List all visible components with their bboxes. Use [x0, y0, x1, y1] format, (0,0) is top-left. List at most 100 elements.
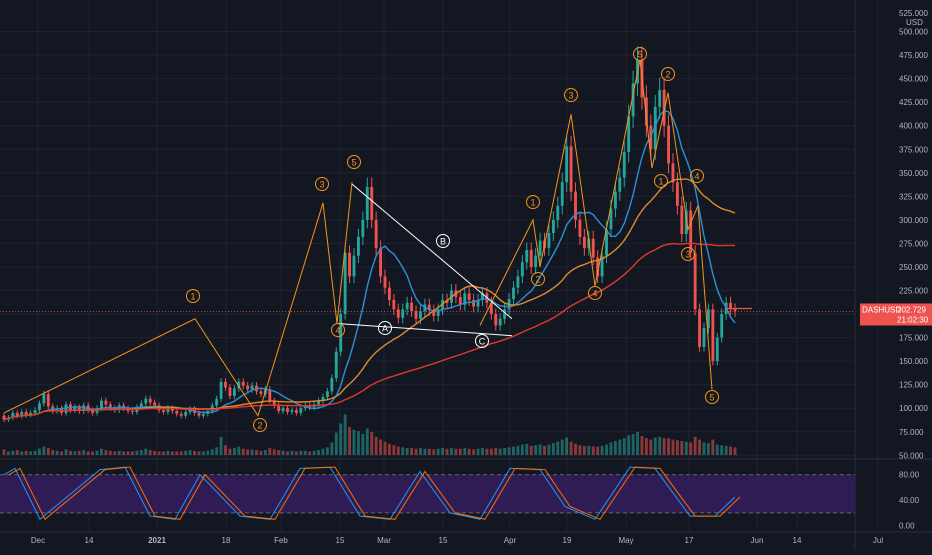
candle-body: [702, 328, 706, 347]
candle-body: [383, 276, 387, 288]
volume-bar: [423, 448, 427, 455]
price-tick-label: 100.000: [899, 404, 928, 413]
countdown-label: 21:02:30: [897, 315, 929, 324]
price-tick-label: 500.000: [899, 28, 928, 37]
volume-bar: [73, 451, 77, 455]
wave-label-circle: [633, 47, 647, 61]
volume-bar: [383, 441, 387, 455]
time-axis-label: 17: [685, 536, 694, 545]
volume-bar: [436, 448, 440, 455]
volume-bar: [658, 436, 662, 455]
volume-bar: [343, 414, 347, 455]
candle-body: [339, 314, 343, 352]
candle-body: [361, 219, 365, 237]
candle-body: [24, 411, 28, 415]
volume-bar: [644, 438, 648, 455]
candle-body: [228, 387, 232, 396]
volume-bar: [299, 450, 303, 455]
volume-bar: [569, 441, 573, 455]
candle-body: [534, 255, 538, 267]
volume-bar: [618, 439, 622, 455]
volume-bar: [100, 448, 103, 455]
volume-bar: [175, 451, 179, 455]
volume-bar: [277, 450, 281, 455]
wave-label-circle: [705, 390, 719, 404]
candle-body: [613, 191, 617, 209]
volume-bar: [237, 446, 241, 455]
volume-bar: [671, 439, 675, 455]
stoch-tick-label: 0.00: [899, 522, 915, 531]
wave-label-circle: [347, 155, 361, 169]
symbol-label: DASHUSD: [862, 305, 901, 314]
volume-bar: [317, 450, 320, 455]
volume-bar: [334, 432, 338, 455]
volume-bar: [294, 451, 298, 455]
candle-body: [317, 400, 320, 405]
volume-bar: [507, 447, 511, 455]
stoch-k-line: [3, 466, 736, 521]
volume-bar: [512, 446, 515, 455]
wave-label: 4: [694, 172, 699, 182]
volume-bar: [649, 439, 653, 455]
wave-label: 4: [592, 289, 597, 299]
candle-body: [578, 219, 582, 237]
volume-bar: [578, 445, 582, 455]
price-tick-label: 175.000: [899, 334, 928, 343]
candle-body: [237, 381, 241, 389]
candle-body: [481, 293, 484, 300]
volume-bar: [91, 451, 95, 455]
volume-bar: [534, 445, 538, 455]
volume-bar: [361, 434, 365, 455]
candle-body: [184, 411, 188, 416]
wave-label: B: [440, 237, 446, 247]
candle-body: [348, 252, 351, 277]
candle-body: [489, 302, 493, 315]
volume-bar: [184, 450, 188, 455]
candle-body: [42, 394, 46, 404]
volume-bar: [680, 441, 684, 455]
candle-body: [401, 309, 405, 318]
volume-bar: [733, 447, 737, 455]
candle-body: [392, 299, 396, 310]
ma-blue-line: [3, 109, 736, 421]
candle-body: [410, 302, 414, 312]
volume-bar: [574, 443, 577, 455]
candle-body: [82, 405, 86, 412]
volume-bar: [117, 450, 121, 455]
volume-bar: [498, 448, 502, 455]
candle-body: [77, 407, 81, 412]
volume-bar: [711, 439, 715, 455]
candle-body: [538, 240, 542, 256]
volume-bar: [485, 448, 489, 455]
price-tick-label: 75.000: [899, 428, 924, 437]
time-axis-label: May: [618, 536, 633, 545]
candle-body: [224, 381, 227, 388]
time-axis-label: Jun: [751, 536, 764, 545]
volume-bar: [419, 448, 422, 455]
candle-body: [427, 304, 431, 311]
volume-bar: [667, 438, 670, 455]
wave-label-circle: [526, 195, 540, 209]
candle-body: [574, 191, 577, 220]
candle-body: [2, 415, 6, 420]
volume-bar: [591, 446, 595, 455]
volume-bar: [64, 449, 68, 455]
volume-bar: [693, 436, 697, 455]
volume-bar: [113, 451, 117, 455]
wave-label-circle: [253, 418, 267, 432]
volume-bar: [467, 448, 471, 455]
wave-label-circle: [331, 323, 345, 337]
volume-bar: [29, 451, 33, 455]
volume-bar: [684, 441, 688, 455]
volume-bar: [543, 445, 546, 455]
candle-body: [458, 297, 462, 305]
candle-body: [556, 205, 560, 220]
candle-body: [330, 378, 334, 392]
candle-body: [419, 311, 422, 319]
candle-body: [667, 125, 670, 164]
price-tick-label: 150.000: [899, 357, 928, 366]
volume-bar: [157, 451, 161, 455]
wave-label: 2: [257, 421, 262, 431]
